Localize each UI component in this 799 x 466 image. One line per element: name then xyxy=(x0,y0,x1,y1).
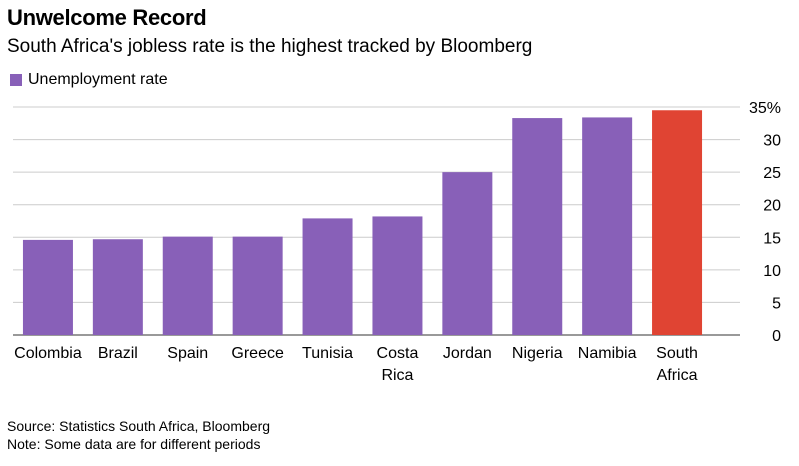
y-tick-label: 10 xyxy=(763,263,781,280)
bar xyxy=(232,236,283,335)
x-tick-label: Nigeria xyxy=(512,345,563,362)
x-tick-label: South xyxy=(656,345,698,362)
y-tick-label: 25 xyxy=(763,165,781,182)
y-tick-label: 30 xyxy=(763,133,781,150)
y-tick-label: 15 xyxy=(763,230,781,247)
source-note: Source: Statistics South Africa, Bloombe… xyxy=(7,418,271,434)
bar xyxy=(92,239,143,335)
legend-label: Unemployment rate xyxy=(28,71,168,88)
x-tick-label: Rica xyxy=(381,367,413,384)
bar xyxy=(652,110,703,335)
y-tick-label: 0 xyxy=(772,328,781,345)
bar xyxy=(22,239,73,335)
x-tick-label: Spain xyxy=(167,345,208,362)
chart-title: Unwelcome Record xyxy=(7,5,207,30)
legend: Unemployment rate xyxy=(10,71,168,89)
y-tick-label: 35% xyxy=(749,100,781,117)
x-tick-label: Jordan xyxy=(443,345,492,362)
bar xyxy=(162,236,213,335)
bar xyxy=(442,172,493,335)
x-tick-label: Colombia xyxy=(14,345,82,362)
legend-swatch xyxy=(10,74,22,86)
y-tick-label: 5 xyxy=(772,295,781,312)
bar xyxy=(302,218,353,335)
x-tick-label: Africa xyxy=(657,367,698,384)
bar xyxy=(372,216,423,335)
x-tick-label: Namibia xyxy=(578,345,637,362)
x-tick-label: Costa xyxy=(377,345,419,362)
chart-subtitle: South Africa's jobless rate is the highe… xyxy=(7,36,533,57)
footnote: Note: Some data are for different period… xyxy=(7,436,261,452)
y-tick-label: 20 xyxy=(763,198,781,215)
bar xyxy=(512,118,563,336)
x-tick-label: Brazil xyxy=(98,345,138,362)
x-tick-label: Greece xyxy=(231,345,284,362)
bar xyxy=(582,117,633,336)
x-tick-label: Tunisia xyxy=(302,345,353,362)
